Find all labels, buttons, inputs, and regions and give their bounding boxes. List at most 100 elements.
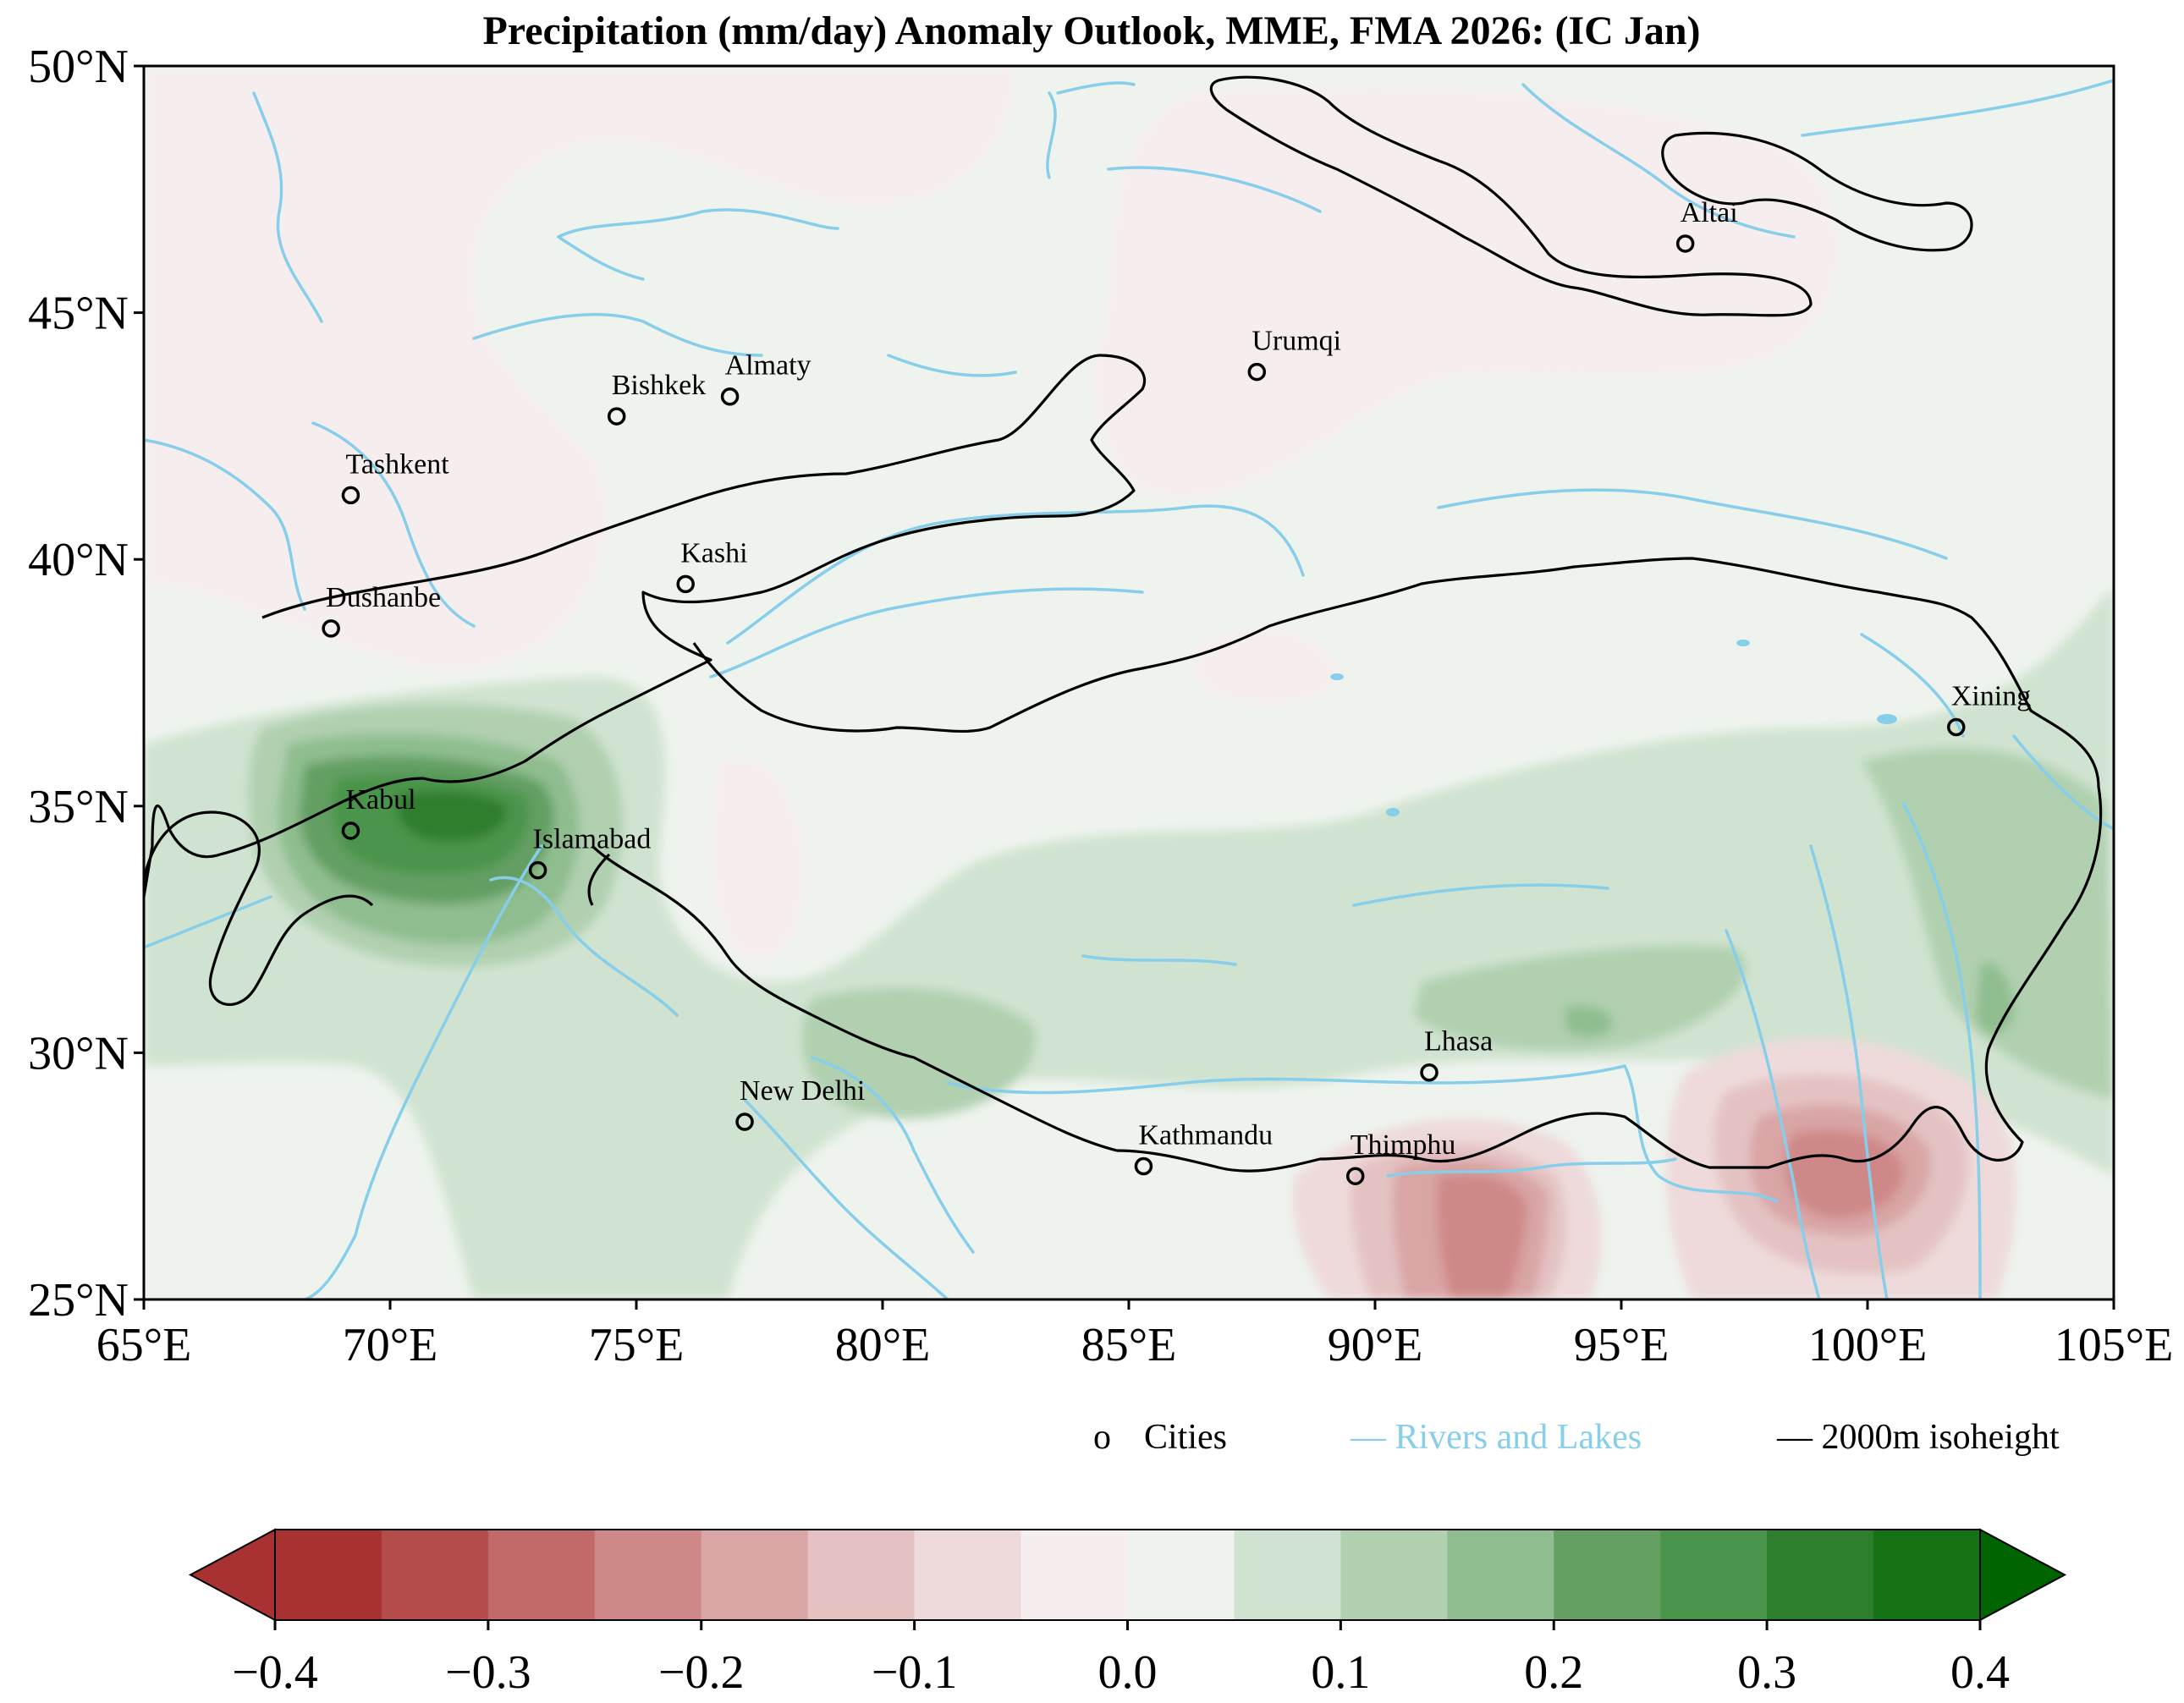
colorbar-tick-label: 0.4 [1950,1646,2010,1699]
x-tick-label: 65°E [96,1319,192,1371]
isoheight-contour-altai-east [1661,131,1973,252]
colorbar-segment [1660,1530,1768,1620]
wet-region-tibet-core [1565,1005,1613,1037]
city-label: Kabul [345,784,415,816]
colorbar-under-arrow [188,1528,276,1622]
river-indus [303,844,543,1299]
map-panel: Altai Urumqi Almaty Bishkek Tashkent Kashi Dus… [144,66,2114,1299]
colorbar-segment [381,1530,489,1620]
isoheight-contour-tianshan-pamir [144,354,1147,898]
y-tick-label: 35°N [28,781,129,833]
legend-cities-marker: o [1093,1418,1111,1457]
river [1056,81,1136,95]
x-tick-label: 90°E [1328,1319,1423,1371]
city-marker [1675,234,1695,253]
city-marker [676,574,695,594]
city-label: Lhasa [1424,1026,1493,1058]
map-legend: o Cities — Rivers and Lakes — 2000m isoh… [1093,1418,2060,1457]
legend-cities-label: Cities [1144,1418,1227,1457]
legend-rivers-label: — Rivers and Lakes [1350,1418,1642,1457]
wet-region-kabul-peak [397,791,508,842]
river-ganges [743,1098,949,1299]
city-label: Tashkent [345,448,449,480]
city-marker [528,860,547,880]
isoheight-contour-tibet [591,557,2103,1173]
river [726,504,1305,645]
colorbar-tick-label: 0.3 [1737,1646,1796,1699]
city-marker [1420,1063,1439,1082]
colorbar-segment [594,1530,702,1620]
isoheight-contour-karakoram [587,853,611,906]
wet-region-broad [144,592,2114,1299]
x-tick-label: 95°E [1574,1319,1670,1371]
figure-title: Precipitation (mm/day) Anomaly Outlook, … [482,8,1700,53]
dry-region-yunnan-core [1785,1129,1904,1218]
city-marker [1345,1167,1365,1185]
x-tick-label: 100°E [1808,1319,1928,1371]
river [144,438,306,611]
river [557,235,645,281]
river [811,1056,975,1254]
city-label: Dushanbe [326,582,441,613]
colorbar-segment [487,1530,596,1620]
river [1623,1064,1779,1203]
wet-region-tibet-south [1413,945,1747,1052]
river [1725,929,1821,1299]
city-label: Bishkek [612,370,706,401]
colorbar-tick-label: 0.1 [1311,1646,1370,1699]
colorbar-segment [1127,1530,1235,1620]
city-label: Xining [1951,680,2031,711]
isoheight-contour-altai [1209,75,1813,317]
colorbar-segment [1873,1530,1981,1620]
dry-region-west-tarim [711,756,806,959]
colorbar-tick-label: −0.2 [658,1646,745,1699]
river [1081,954,1237,966]
colorbar-segment [275,1530,382,1620]
colorbar-tick-label: −0.4 [232,1646,318,1699]
wet-region-himalaya-west [802,987,1036,1118]
city-marker [1947,717,1966,737]
river [887,354,1017,377]
colorbar-tick-label: 0.2 [1524,1646,1583,1699]
lake-qinghai [1877,714,1897,724]
river [1437,488,1948,560]
river-yellow [2012,734,2114,831]
x-tick-label: 105°E [2055,1319,2174,1371]
river [1107,166,1322,213]
y-tick-label: 40°N [28,534,129,586]
y-axis-ticks: 25°N 30°N 35°N 40°N 45°N 50°N [28,41,144,1327]
city-label: New Delhi [740,1075,865,1107]
neutral-strip-south [956,1134,1275,1235]
city-label: Islamabad [533,824,652,855]
river [1352,883,1609,907]
cities-layer: Altai Urumqi Almaty Bishkek Tashkent Kashi Dus… [322,197,2031,1185]
colorbar-tick-label: −0.3 [445,1646,531,1699]
colorbar-tick-label: 0.0 [1098,1646,1158,1699]
city-label: Kathmandu [1138,1120,1273,1151]
city-label: Almaty [725,350,811,382]
y-tick-label: 25°N [28,1274,129,1327]
colorbar-segment [807,1530,916,1620]
colorbar-tick-label: −0.1 [872,1646,958,1699]
river [557,208,839,239]
city-marker [341,821,360,840]
city-label: Urumqi [1252,326,1341,357]
river-brahmaputra [1386,1157,1677,1178]
dry-region-north [1093,85,1840,500]
city-marker [1134,1156,1153,1176]
anomaly-shading [144,68,2114,1299]
river-yarlung [946,1064,1626,1095]
colorbar-segment [1767,1530,1874,1620]
city-label: Altai [1681,197,1738,228]
colorbar-segment [1020,1530,1128,1620]
legend-isoheight-dash: — [1776,1418,1822,1457]
dry-region-northwest [148,68,1015,672]
river [1801,79,2114,137]
lake [1736,640,1750,646]
dry-region-small [1193,629,1337,706]
legend-rivers-dash: — [1350,1418,1395,1457]
river [1860,633,1965,738]
city-marker [1247,362,1267,382]
river [144,895,272,949]
